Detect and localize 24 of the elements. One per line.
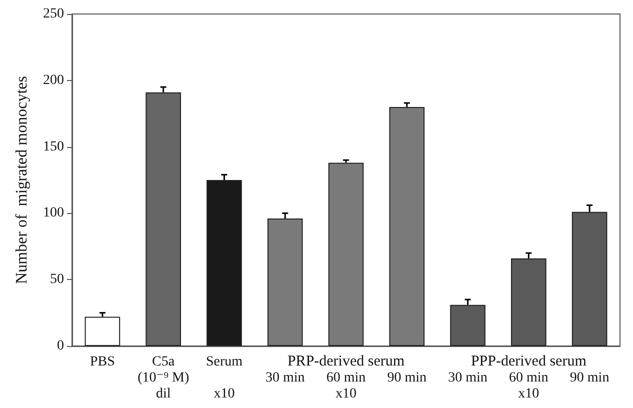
x-tick-label: 30 min	[265, 370, 305, 386]
bar	[206, 180, 242, 346]
x-tick-label: 30 min	[448, 370, 488, 386]
category-label: Serum x10	[206, 354, 243, 402]
bar	[267, 218, 303, 346]
y-tick-label: 100	[43, 206, 64, 221]
x-tick-label: 60 min x10	[509, 370, 548, 402]
x-tick-label: 60 min x10	[326, 370, 366, 402]
bar	[328, 162, 364, 346]
y-tick-label: 0	[57, 338, 64, 354]
x-tick-label: 90 min	[387, 370, 427, 386]
text: PPP-derived serum	[470, 354, 587, 370]
x-tick-label: C5a (10⁻⁹ M) dil	[138, 354, 190, 402]
y-tick-label: 250	[43, 6, 64, 22]
x-tick-label: 90 min	[570, 370, 610, 386]
y-tick-label: 50	[50, 272, 64, 288]
y-tick-label: 200	[43, 72, 64, 88]
bar	[146, 92, 181, 346]
text: PRP-derived serum	[287, 354, 405, 370]
bar	[84, 316, 120, 346]
y-tick-label: 150	[43, 139, 64, 154]
y-axis-title: Number of migrated monocytes	[14, 76, 30, 284]
x-tick-label: PBS	[90, 354, 115, 370]
bar	[389, 106, 425, 346]
